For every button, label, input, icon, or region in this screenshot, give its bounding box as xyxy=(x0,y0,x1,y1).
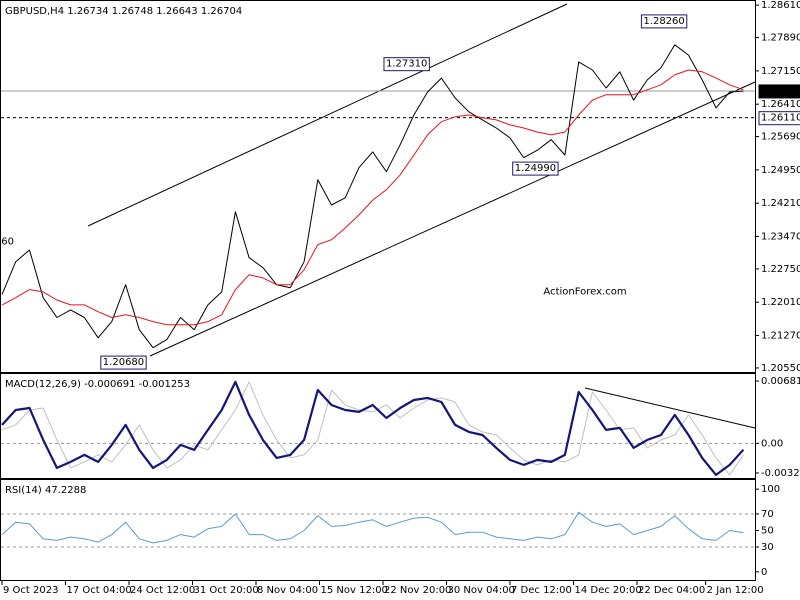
y-tick-label: 1.21270 xyxy=(761,331,800,342)
panel-title: GBPUSD,H4 1.26734 1.26748 1.26643 1.2670… xyxy=(5,6,242,17)
series-line xyxy=(1,511,744,544)
price-annotation: 1.28260 xyxy=(643,16,684,27)
x-tick-label: 17 Oct 04:00 xyxy=(67,585,132,596)
macd-trendline xyxy=(584,387,756,429)
x-tick-label: 15 Nov 12:00 xyxy=(321,585,388,596)
label-box xyxy=(100,355,147,370)
price-annotation: 1.20680 xyxy=(103,357,144,368)
channel-lower xyxy=(149,81,756,357)
y-tick-label: 1.20550 xyxy=(761,363,800,374)
price-annotation: 1.27310 xyxy=(386,59,427,70)
y-tick-label: 0.006819 xyxy=(761,376,800,387)
y-tick-label: 1.25690 xyxy=(761,132,800,143)
channel-upper xyxy=(87,3,568,227)
panel-frame xyxy=(0,0,756,373)
x-tick-label: 24 Oct 12:00 xyxy=(130,585,195,596)
y-tick-label: 1.24210 xyxy=(761,198,800,209)
panel-frame xyxy=(0,479,756,581)
y-tick-label: 50 xyxy=(761,526,774,537)
x-tick-label: 22 Dec 04:00 xyxy=(638,585,705,596)
watermark: ActionForex.com xyxy=(543,287,626,298)
panel-title: MACD(12,26,9) -0.000691 -0.001253 xyxy=(5,379,190,390)
label-box xyxy=(512,161,559,176)
label-box xyxy=(758,84,800,99)
y-tick-label: 1.26410 xyxy=(761,99,800,110)
label-box xyxy=(640,14,688,29)
label-box xyxy=(758,111,800,126)
series-line xyxy=(1,69,744,326)
panel-frame xyxy=(0,373,756,479)
price-annotation: 60 xyxy=(1,236,14,247)
panel-title: RSI(14) 47.2288 xyxy=(5,485,86,496)
y-tick-label: 1.22010 xyxy=(761,297,800,308)
x-tick-label: 8 Nov 04:00 xyxy=(257,585,318,596)
x-tick-label: 30 Nov 04:00 xyxy=(448,585,515,596)
x-tick-label: 22 Nov 20:00 xyxy=(384,585,451,596)
y-tick-label: 0.00 xyxy=(761,438,783,449)
y-tick-label: 0 xyxy=(761,567,767,578)
y-tick-label: 1.24950 xyxy=(761,165,800,176)
series-line xyxy=(1,44,744,349)
x-tick-label: 7 Dec 12:00 xyxy=(511,585,572,596)
y-tick-label: 30 xyxy=(761,542,774,553)
x-tick-label: 14 Dec 20:00 xyxy=(575,585,642,596)
label-box xyxy=(383,57,430,72)
price-label: 1.26704 xyxy=(761,86,800,97)
y-tick-label: 1.27150 xyxy=(761,66,800,77)
x-tick-label: 9 Oct 2023 xyxy=(3,585,58,596)
series-line xyxy=(1,380,745,476)
x-tick-label: 2 Jan 12:00 xyxy=(707,585,764,596)
price-label: 1.26110 xyxy=(761,113,800,124)
price-annotation: 1.24990 xyxy=(515,163,556,174)
y-tick-label: 100 xyxy=(761,484,780,495)
y-tick-label: 1.27890 xyxy=(761,33,800,44)
y-tick-label: 1.23470 xyxy=(761,232,800,243)
y-tick-label: -0.003241 xyxy=(761,468,800,479)
y-tick-label: 1.22750 xyxy=(761,264,800,275)
series-line xyxy=(1,381,744,476)
y-tick-label: 1.28610 xyxy=(761,0,800,11)
y-tick-label: 70 xyxy=(761,509,774,520)
x-tick-label: 31 Oct 20:00 xyxy=(194,585,259,596)
